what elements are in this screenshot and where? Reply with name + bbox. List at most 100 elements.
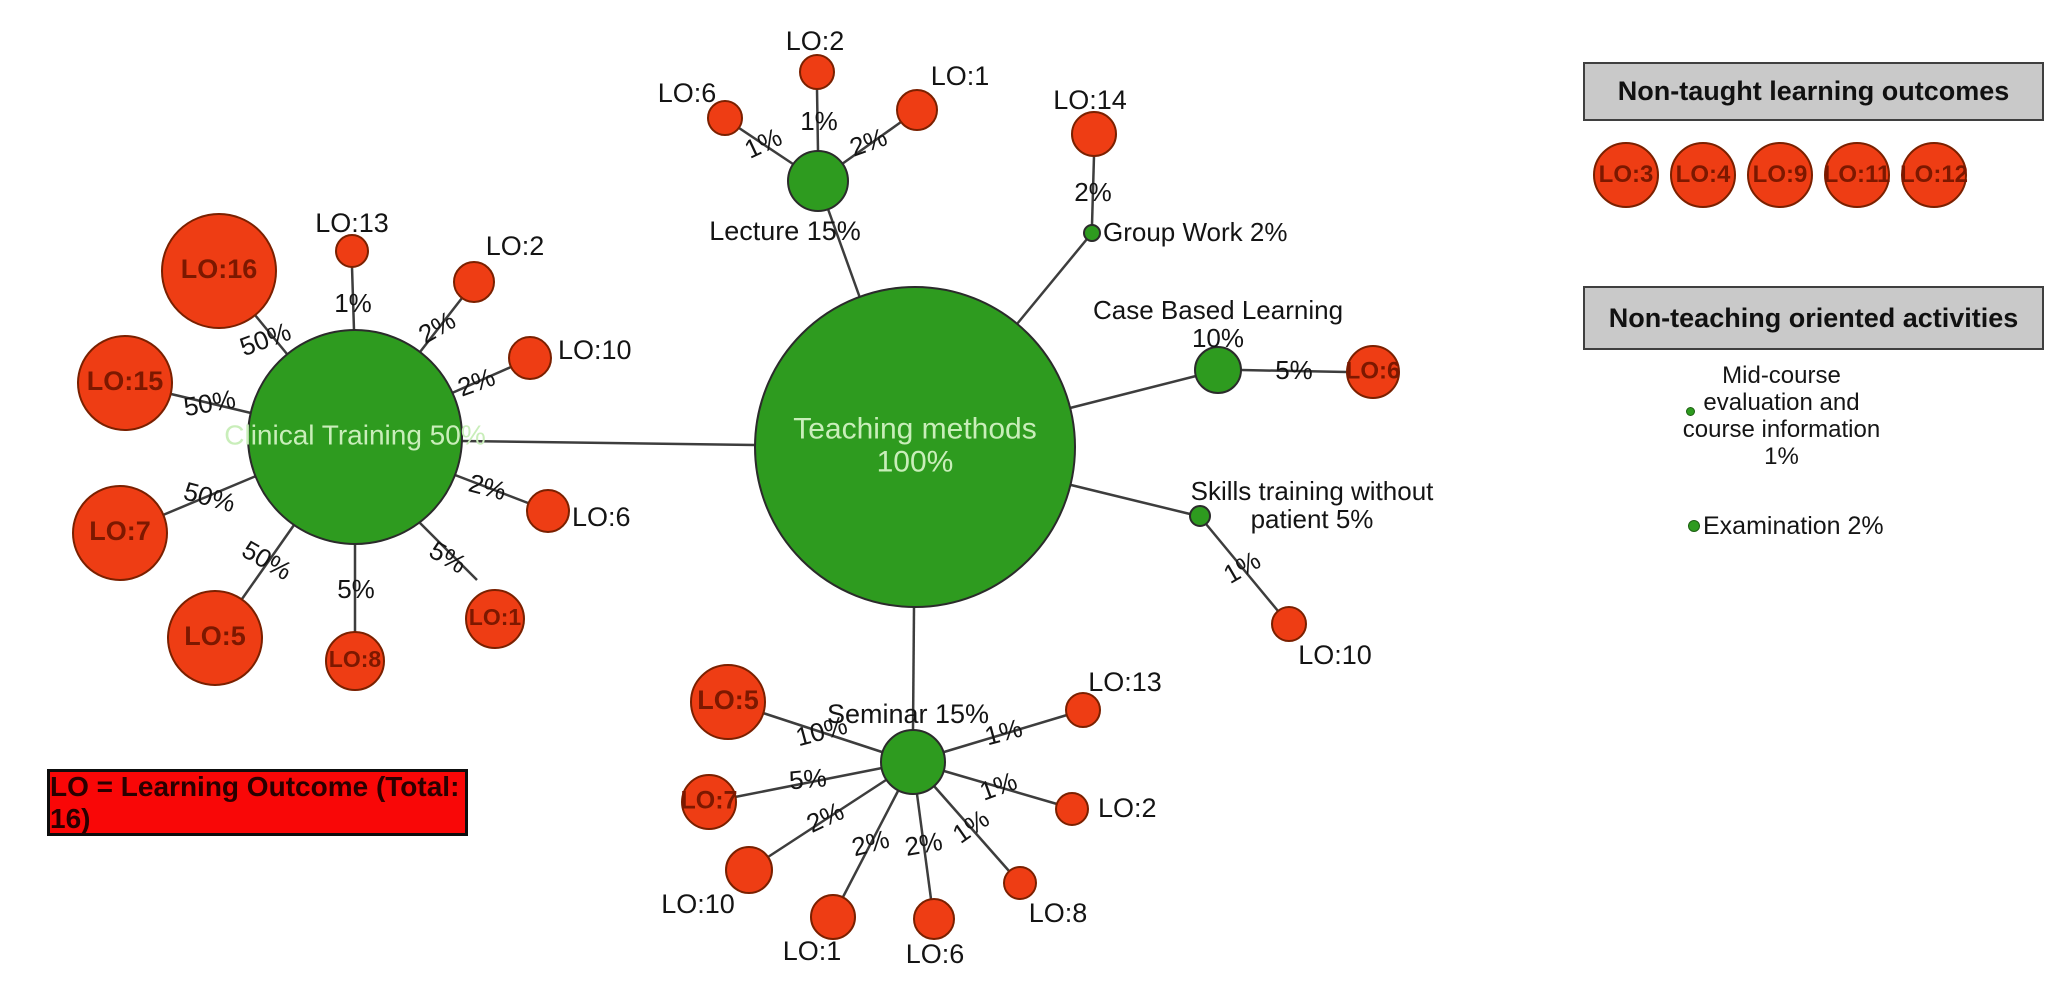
node-label-m6: LO:6: [906, 939, 965, 969]
node-c1: [465, 589, 525, 649]
node-label-l2: LO:2: [786, 26, 845, 56]
edge-lecture-l6: [738, 126, 794, 166]
node-c13: [335, 234, 369, 268]
node-label-lecture: Lecture 15%: [709, 216, 861, 246]
node-seminar: [880, 729, 946, 795]
node-l6: [707, 100, 743, 136]
node-label-s10: LO:10: [1298, 640, 1372, 670]
node-lecture: [787, 150, 849, 212]
node-label-skills-line1: patient 5%: [1251, 504, 1374, 534]
midcourse-label-line1: evaluation and: [1703, 389, 1860, 416]
edge-label-clinical-c2: 2%: [413, 305, 461, 350]
edge-layer: [162, 88, 1348, 900]
edge-label-clinical-c10: 2%: [453, 361, 499, 402]
edge-clinical-c13: [350, 266, 356, 331]
node-label-seminar: Seminar 15%: [827, 699, 989, 729]
edge-label-seminar-m6: 2%: [903, 826, 945, 862]
edge-seminar-m13: [943, 713, 1068, 754]
node-label-groupwork: Group Work 2%: [1103, 217, 1287, 247]
midcourse-label-line0: Mid-course: [1722, 362, 1841, 389]
node-label-m13: LO:13: [1088, 667, 1162, 697]
edge-seminar-m1: [841, 790, 900, 898]
edge-label-groupwork-l14: 2%: [1074, 177, 1112, 207]
edge-label-clinical-c7: 50%: [181, 476, 239, 518]
node-label-clinical: Clinical Training 50%: [224, 419, 485, 450]
node-c2: [453, 261, 495, 303]
node-label-c10: LO:10: [558, 335, 632, 365]
midcourse-label-line3: 1%: [1764, 443, 1799, 470]
node-m13: [1065, 692, 1101, 728]
node-label-b6: LO:6: [1346, 357, 1401, 384]
edge-label-seminar-m7: 5%: [788, 762, 828, 795]
edge-label-seminar-m1: 2%: [848, 824, 892, 863]
node-c15: [77, 335, 173, 431]
edge-teaching-seminar: [911, 606, 916, 731]
edge-teaching-clinical: [461, 439, 756, 447]
midcourse-label-line2: course information: [1682, 416, 1881, 443]
node-label-teaching-line0: Teaching methods: [793, 412, 1037, 445]
edge-label-clinical-c5: 50%: [237, 534, 297, 586]
node-l2: [799, 54, 835, 90]
node-c8: [325, 631, 385, 691]
node-label-teaching-line1: 100%: [877, 445, 954, 478]
node-label-m10: LO:10: [661, 889, 735, 919]
edge-label-clinical-c8: 5%: [337, 574, 375, 604]
node-label-c15: LO:15: [87, 366, 164, 396]
edge-lecture-l2: [815, 88, 820, 152]
node-label-c13: LO:13: [315, 208, 389, 238]
node-label-c7: LO:7: [89, 516, 151, 546]
midcourse-dot-icon: [1685, 406, 1695, 416]
node-label-m2: LO:2: [1098, 793, 1157, 823]
node-c16: [161, 213, 277, 329]
edge-lecture-l1: [841, 120, 902, 166]
node-clinical: [247, 329, 463, 545]
node-label-cbl-line1: 10%: [1192, 323, 1244, 353]
node-m1: [810, 894, 856, 940]
node-c6: [526, 489, 570, 533]
node-l1: [896, 89, 938, 131]
edge-seminar-m8: [933, 785, 1010, 872]
edge-label-seminar-m10: 2%: [802, 796, 849, 839]
node-l14: [1071, 111, 1117, 157]
examination-label: Examination 2%: [1703, 513, 1953, 540]
edge-clinical-c5: [240, 524, 296, 600]
non-teaching-panel-title: Non-teaching oriented activities: [1608, 302, 2019, 333]
edge-label-clinical-c15: 50%: [181, 384, 237, 423]
edge-label-lecture-l6: 1%: [740, 122, 787, 165]
legend-box: LO = Learning Outcome (Total: 16): [47, 769, 468, 836]
node-label-m5: LO:5: [697, 685, 759, 715]
node-cbl: [1194, 346, 1242, 394]
edge-label-clinical-c6: 2%: [466, 468, 510, 507]
edge-label-clinical-c13: 1%: [334, 288, 372, 318]
edge-clinical-c2: [419, 297, 463, 353]
node-skills: [1189, 505, 1211, 527]
edge-seminar-m5: [762, 711, 883, 754]
edge-teaching-lecture: [826, 208, 862, 299]
node-b6: [1346, 345, 1400, 399]
edge-skills-s10: [1205, 523, 1279, 612]
node-layer: [72, 54, 1400, 940]
edge-clinical-c1: [419, 522, 478, 581]
edge-clinical-c7: [162, 474, 257, 517]
edge-clinical-c15: [170, 392, 252, 415]
node-label-m1: LO:1: [783, 936, 842, 966]
node-label-c16: LO:16: [181, 254, 258, 284]
node-m7: [681, 774, 737, 830]
midcourse-label: Mid-course evaluation and course informati…: [1659, 362, 1904, 470]
edge-label-skills-s10: 1%: [1218, 545, 1266, 590]
edge-groupwork-l14: [1090, 155, 1096, 226]
edge-seminar-m7: [734, 766, 883, 799]
edge-label-seminar-m2: 1%: [975, 765, 1021, 806]
legend-text: LO = Learning Outcome (Total: 16): [50, 770, 460, 834]
non-taught-panel-header: Non-taught learning outcomes: [1583, 62, 2044, 121]
edge-clinical-c6: [454, 473, 529, 505]
non-taught-outcome-circle: LO:11: [1824, 142, 1890, 208]
node-label-l1: LO:1: [931, 61, 990, 91]
node-label-l14: LO:14: [1053, 85, 1127, 115]
examination-label-line0: Examination 2%: [1703, 512, 1884, 540]
edge-label-cbl-b6: 5%: [1275, 355, 1313, 385]
node-label-c6: LO:6: [572, 502, 631, 532]
edge-clinical-c16: [254, 314, 288, 355]
